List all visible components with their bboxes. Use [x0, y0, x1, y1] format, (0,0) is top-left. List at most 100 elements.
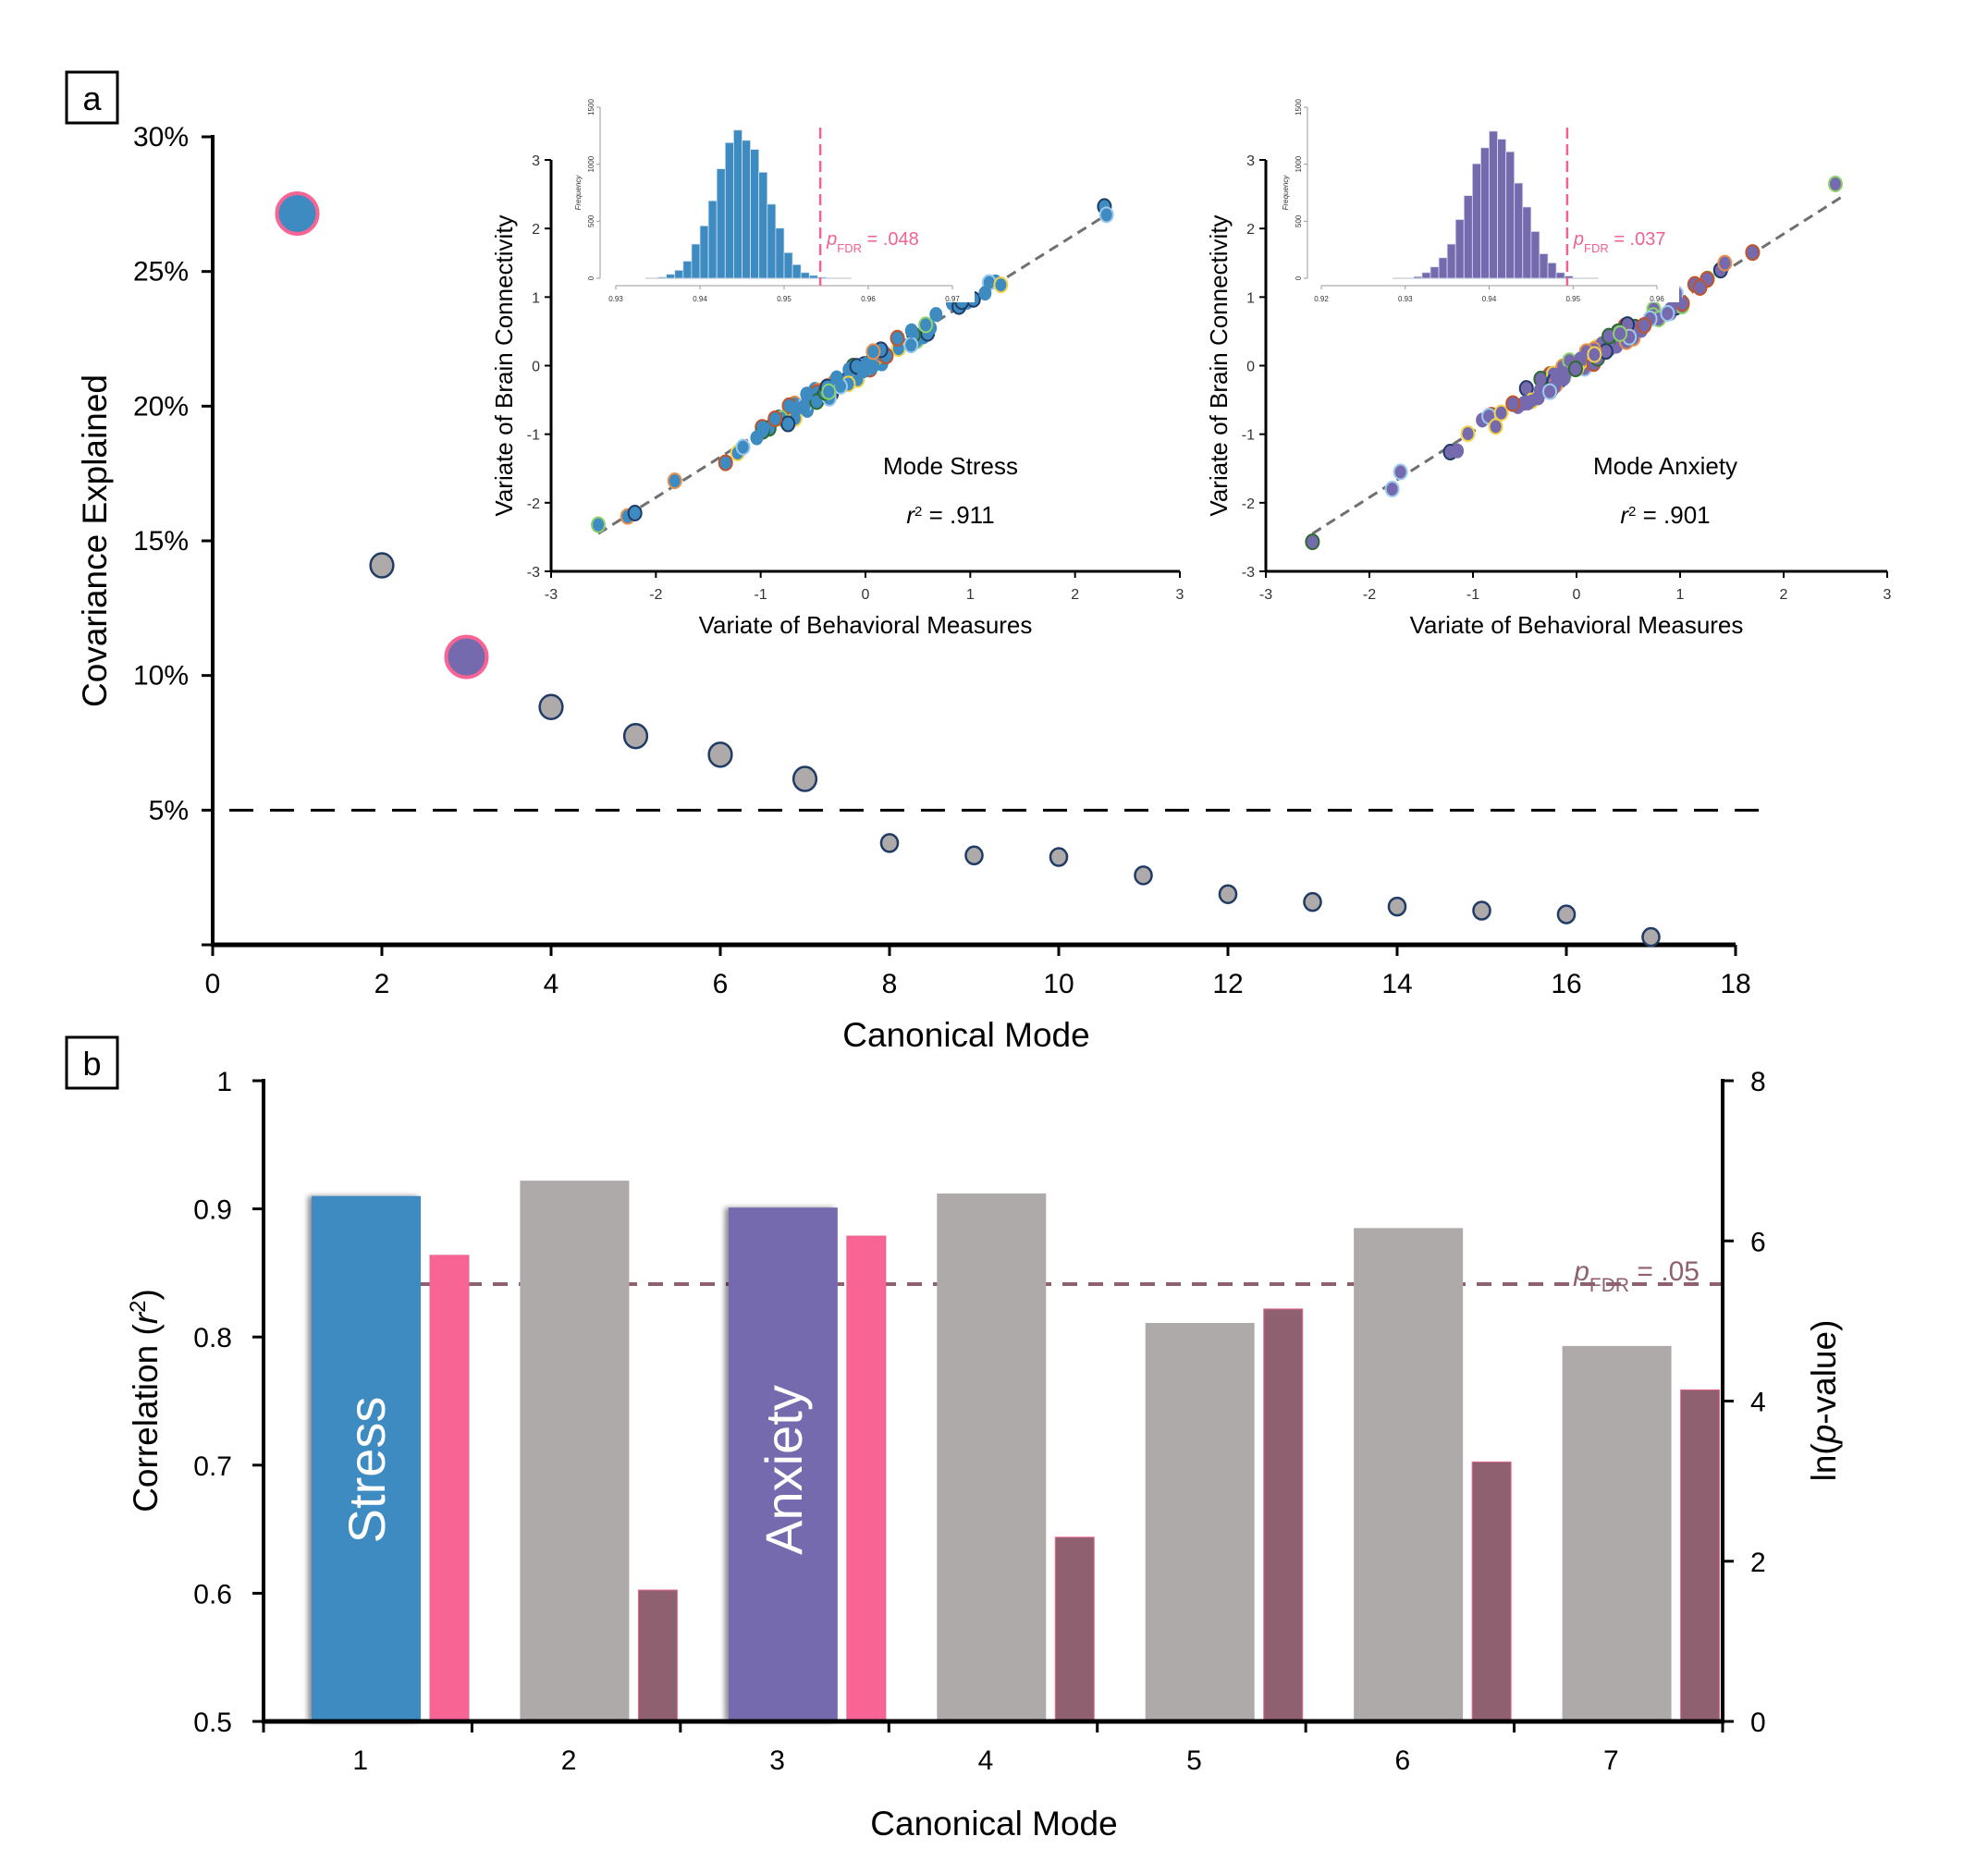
inset-y-tick-label: -1	[527, 428, 540, 444]
histogram-x-tick-label: 0.93	[1398, 295, 1413, 303]
point-mode-15	[1472, 900, 1491, 921]
x-tick-label: 5	[1186, 1745, 1202, 1776]
point-mode-8	[879, 833, 900, 853]
variate-point	[865, 343, 881, 361]
x-tick-label: 7	[1603, 1745, 1619, 1776]
variate-point	[1613, 324, 1628, 342]
inset-x-tick-label: 1	[966, 587, 975, 603]
histogram-bin	[1547, 262, 1557, 279]
variate-point	[1587, 346, 1602, 363]
histogram-bin	[1405, 276, 1415, 279]
histogram-bin	[1555, 272, 1565, 279]
point-mode-1-stress	[275, 191, 320, 237]
histogram-bin	[699, 225, 709, 279]
histogram-bin	[775, 227, 785, 279]
histogram-y-tick-label: 1500	[587, 99, 595, 116]
variate-point	[1637, 316, 1652, 334]
pvalue-bar-mode-5	[1263, 1308, 1304, 1722]
histogram-bin	[1446, 243, 1456, 279]
histogram-bin	[691, 243, 701, 279]
correlation-bar-mode-1	[312, 1195, 421, 1721]
point-mode-9	[964, 845, 984, 866]
inset-y-tick-label: -2	[527, 496, 540, 512]
point-mode-2	[369, 552, 395, 579]
variate-point	[978, 286, 992, 301]
right-y-tick-label: 2	[1750, 1548, 1766, 1578]
variate-point	[627, 504, 643, 521]
variate-point	[1660, 304, 1675, 322]
panel-a-label-box	[65, 70, 119, 125]
histogram-y-tick-label: 500	[587, 214, 595, 227]
histogram-bin	[674, 269, 684, 279]
histogram-bin	[1572, 276, 1582, 279]
variate-point	[904, 323, 918, 338]
x-tick-label: 2	[561, 1745, 577, 1776]
r-sup: 2	[1628, 504, 1636, 520]
p-sub: FDR	[1589, 1275, 1629, 1296]
correlation-bar-mode-4	[937, 1193, 1047, 1721]
histogram-bin	[1505, 151, 1516, 279]
inset-y-tick-label: 1	[532, 290, 540, 306]
p-symbol: p	[1573, 1256, 1589, 1287]
variate-point	[918, 316, 934, 334]
left-y-tick-label: 1	[216, 1067, 232, 1097]
inset-x-tick-label: -2	[649, 587, 662, 603]
histogram-x-tick-label: 0.97	[945, 295, 960, 303]
inset-x-tick-label: -2	[1363, 587, 1376, 603]
p-symbol: p	[826, 229, 837, 250]
variate-point	[1692, 278, 1708, 296]
inset-mode-title: Mode Stress	[883, 452, 1018, 480]
histogram-y-tick-label: 1000	[1295, 155, 1303, 172]
inset-x-tick-label: 0	[1573, 587, 1581, 603]
x-tick-label: 6	[1395, 1745, 1411, 1776]
point-mode-17	[1641, 926, 1661, 948]
bar-label-anxiety: Anxiety	[755, 1385, 813, 1555]
inset-y-tick-label: 2	[1246, 222, 1255, 238]
inset-r2: r2 = .901	[1620, 501, 1710, 529]
inset-y-tick-label: 0	[1246, 360, 1255, 375]
x-tick-label: 12	[1212, 969, 1243, 999]
histogram-bin	[1413, 275, 1423, 279]
r-sup: 2	[914, 504, 922, 520]
histogram-bin	[707, 200, 718, 279]
histogram-y-title: Frequency	[574, 175, 583, 211]
inset-y-axis-title: Variate of Brain Connectivity	[490, 214, 518, 516]
histogram-bin	[742, 140, 751, 279]
y-tick-label: 30%	[133, 122, 189, 153]
y-tick-label: 10%	[133, 661, 189, 692]
inset-x-tick-label: 2	[1071, 587, 1079, 603]
point-mode-10	[1049, 847, 1069, 867]
variate-point	[789, 401, 803, 417]
point-mode-6	[707, 741, 733, 768]
histogram-pfdr-label: pFDR = .037	[1573, 229, 1666, 255]
y-tick-label: 5%	[149, 795, 189, 826]
x-tick-label: 1	[352, 1745, 368, 1776]
inset-y-tick-label: 0	[532, 360, 540, 375]
panel-b-right-axis-title: ln(p-value)	[1805, 1320, 1843, 1482]
left-title-sup: 2	[126, 1301, 151, 1313]
inset-y-axis-title: Variate of Brain Connectivity	[1205, 214, 1233, 516]
left-title-post: )	[127, 1289, 165, 1300]
left-y-tick-label: 0.9	[193, 1195, 232, 1226]
histogram-y-title: Frequency	[1282, 175, 1290, 211]
inset-y-tick-label: 3	[1246, 153, 1255, 169]
variate-point	[718, 454, 733, 471]
point-mode-11	[1134, 865, 1153, 886]
histogram-y-tick-label: 500	[1295, 214, 1303, 227]
p-value: = .037	[1609, 229, 1666, 250]
panel-a-x-axis-title: Canonical Mode	[842, 1016, 1089, 1054]
point-mode-13	[1303, 891, 1322, 912]
point-mode-14	[1387, 896, 1407, 917]
pvalue-bar-mode-6	[1471, 1461, 1512, 1722]
y-tick-label: 20%	[133, 391, 189, 422]
variate-point	[1098, 206, 1114, 224]
histogram-x-tick-label: 0.95	[777, 295, 792, 303]
p-symbol: p	[1573, 229, 1584, 250]
histogram-bin	[716, 168, 726, 279]
variate-point	[735, 438, 751, 456]
inset-y-tick-label: 1	[1246, 290, 1255, 306]
histogram-y-tick-label: 0	[587, 275, 595, 280]
variate-point	[993, 276, 1009, 294]
inset-x-tick-label: -3	[1259, 587, 1272, 603]
